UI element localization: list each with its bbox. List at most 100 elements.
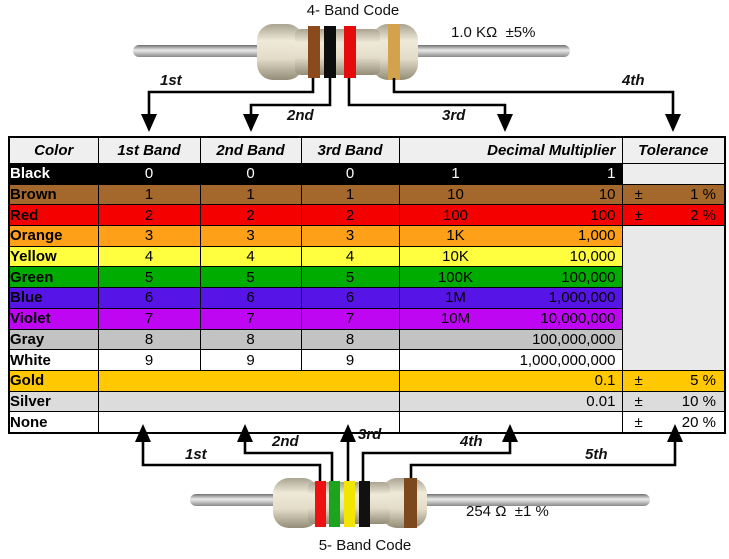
multiplier-short: 1 bbox=[451, 165, 460, 183]
band-2-cell: 0 bbox=[199, 163, 302, 185]
arrow-line-4th-bottom bbox=[361, 440, 512, 483]
arrowhead-2nd-top bbox=[243, 114, 259, 132]
bottom-arrow-label-3rd: 3rd bbox=[358, 426, 382, 443]
header-3rd-band: 3rd Band bbox=[300, 136, 400, 164]
band-2-cell: 7 bbox=[199, 307, 302, 330]
multiplier-full: 100 bbox=[590, 206, 616, 224]
table-row-silver: Silver 0.01 ±10 % bbox=[8, 390, 726, 413]
header-2nd-band: 2nd Band bbox=[199, 136, 302, 164]
tolerance-value: 2 % bbox=[690, 206, 716, 224]
tolerance-cell: ±2 % bbox=[621, 204, 726, 227]
bottom-resistor-value: 254 Ω ±1 % bbox=[466, 503, 549, 520]
table-row-blue: Blue 6 6 6 1M 1,000,000 bbox=[8, 287, 725, 309]
arrow-line-4th-top bbox=[392, 78, 675, 115]
arrow-line-5th-bottom bbox=[409, 440, 677, 483]
band-1-cell: 6 bbox=[97, 287, 201, 309]
table-row-brown: Brown 1 1 1 10 10 ±1 % bbox=[8, 183, 726, 206]
band-2-cell: 5 bbox=[199, 266, 302, 289]
band-3-cell: 7 bbox=[300, 307, 400, 330]
color-name-cell: Gold bbox=[8, 369, 99, 392]
arrow-line-2nd-bottom bbox=[243, 440, 334, 483]
band-1-cell: 5 bbox=[97, 266, 201, 289]
band-cells-merged bbox=[97, 369, 400, 392]
arrowhead-2nd-bottom bbox=[237, 424, 253, 442]
bottom-resistor-band-red bbox=[315, 481, 326, 527]
color-name-cell: None bbox=[8, 411, 99, 434]
color-name-cell: Green bbox=[8, 266, 99, 289]
tolerance-cell-empty bbox=[621, 163, 726, 185]
bottom-arrow-label-2nd: 2nd bbox=[272, 433, 299, 450]
bottom-resistor-band-brown bbox=[404, 478, 417, 528]
decimal-multiplier-cell bbox=[398, 411, 623, 434]
tolerance-cell: ±20 % bbox=[621, 411, 726, 434]
multiplier-short: 10K bbox=[442, 248, 469, 266]
color-name-cell: Orange bbox=[8, 225, 99, 247]
tolerance-value: 10 % bbox=[681, 392, 716, 410]
top-band-arrows bbox=[141, 78, 681, 132]
header-color: Color bbox=[8, 136, 99, 164]
decimal-multiplier-cell: 100 100 bbox=[398, 204, 623, 227]
plus-minus-sign: ± bbox=[634, 372, 643, 390]
color-name-cell: Gray bbox=[8, 328, 99, 351]
arrow-line-1st-top bbox=[147, 78, 315, 115]
bottom-resistor-band-yellow bbox=[344, 481, 355, 527]
bottom-arrow-label-1st: 1st bbox=[185, 446, 207, 463]
header-1st-band: 1st Band bbox=[97, 136, 201, 164]
multiplier-short: 10 bbox=[447, 186, 464, 204]
arrowhead-4th-top bbox=[665, 114, 681, 132]
multiplier-full: 1,000,000,000 bbox=[519, 351, 616, 369]
decimal-multiplier-cell: 1,000,000,000 bbox=[398, 349, 623, 371]
color-name-cell: Silver bbox=[8, 390, 99, 413]
band-1-cell: 9 bbox=[97, 349, 201, 371]
band-3-cell: 3 bbox=[300, 225, 400, 247]
decimal-multiplier-cell: 0.01 bbox=[398, 390, 623, 413]
multiplier-full: 1 bbox=[607, 165, 616, 183]
table-row-black: Black 0 0 0 1 1 bbox=[8, 163, 726, 185]
color-name-cell: Red bbox=[8, 204, 99, 227]
decimal-multiplier-cell: 10 10 bbox=[398, 183, 623, 206]
multiplier-full: 10 bbox=[598, 186, 616, 204]
multiplier-full: 100,000 bbox=[561, 268, 616, 286]
band-3-cell: 1 bbox=[300, 183, 400, 206]
top-resistor-band-brown bbox=[308, 26, 320, 78]
band-1-cell: 8 bbox=[97, 328, 201, 351]
header-decimal-multiplier: Decimal Multiplier bbox=[398, 136, 623, 164]
band-1-cell: 0 bbox=[97, 163, 201, 185]
color-code-table: Color 1st Band 2nd Band 3rd Band Decimal… bbox=[8, 136, 726, 434]
top-resistor-band-red bbox=[344, 26, 356, 78]
table-row-red: Red 2 2 2 100 100 ±2 % bbox=[8, 204, 726, 227]
arrow-line-3rd-top bbox=[347, 78, 507, 115]
plus-minus-sign: ± bbox=[634, 186, 643, 204]
bottom-arrow-label-4th: 4th bbox=[460, 433, 483, 450]
decimal-multiplier-cell: 100,000,000 bbox=[398, 328, 623, 351]
arrow-line-2nd-top bbox=[249, 78, 332, 115]
tolerance-cell-merged bbox=[621, 225, 726, 371]
bottom-resistor-band-green bbox=[329, 481, 340, 527]
table-row-orange: Orange 3 3 3 1K 1,000 bbox=[8, 225, 726, 371]
band-2-cell: 1 bbox=[199, 183, 302, 206]
four-band-code-title: 4- Band Code bbox=[306, 2, 400, 19]
color-name-cell: Yellow bbox=[8, 245, 99, 268]
tolerance-cell: ±10 % bbox=[621, 390, 726, 413]
bottom-arrow-label-5th: 5th bbox=[585, 446, 608, 463]
top-resistor-band-gold bbox=[388, 24, 400, 80]
band-1-cell: 4 bbox=[97, 245, 201, 268]
band-1-cell: 2 bbox=[97, 204, 201, 227]
tolerance-value: 1 % bbox=[690, 186, 716, 204]
table-row-gray: Gray 8 8 8 100,000,000 bbox=[8, 328, 725, 351]
band-cells-merged bbox=[97, 411, 400, 434]
plus-minus-sign: ± bbox=[634, 413, 643, 431]
band-3-cell: 4 bbox=[300, 245, 400, 268]
color-name-cell: Brown bbox=[8, 183, 99, 206]
bottom-band-arrows bbox=[135, 424, 683, 483]
tolerance-value: 20 % bbox=[681, 413, 716, 431]
table-row-green: Green 5 5 5 100K 100,000 bbox=[8, 266, 725, 289]
decimal-multiplier-cell: 10K 10,000 bbox=[398, 245, 623, 268]
decimal-multiplier-cell: 10M 10,000,000 bbox=[398, 307, 623, 330]
tolerance-cell: ±1 % bbox=[621, 183, 726, 206]
arrowhead-4th-bottom bbox=[502, 424, 518, 442]
multiplier-short: 100K bbox=[437, 268, 474, 286]
band-3-cell: 0 bbox=[300, 163, 400, 185]
multiplier-full: 10,000 bbox=[569, 248, 616, 266]
